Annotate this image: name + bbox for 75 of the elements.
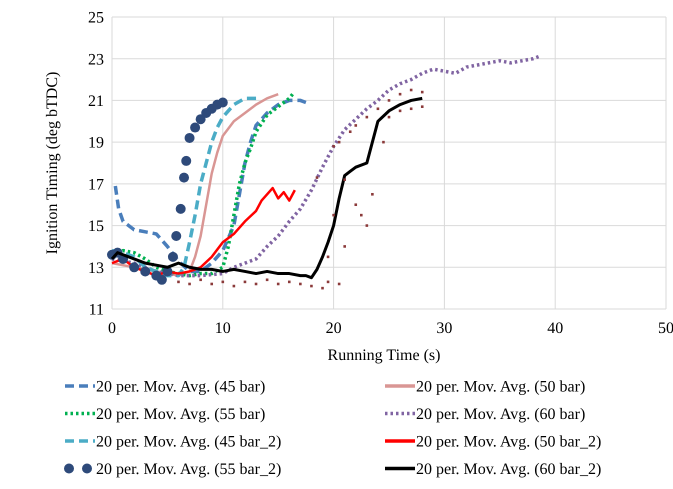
point bbox=[398, 110, 402, 112]
y-tick-label: 23 bbox=[88, 51, 104, 68]
point bbox=[338, 140, 340, 144]
point bbox=[299, 282, 302, 286]
x-axis-title: Running Time (s) bbox=[328, 347, 440, 364]
legend-label: 20 per. Mov. Avg. (55 bar) bbox=[96, 406, 266, 424]
x-tick-label: 30 bbox=[436, 320, 452, 337]
point bbox=[410, 107, 412, 110]
point bbox=[398, 92, 402, 96]
legend-label: 20 per. Mov. Avg. (60 bar) bbox=[416, 406, 586, 424]
point bbox=[354, 203, 358, 206]
point bbox=[190, 122, 200, 133]
point bbox=[218, 98, 228, 108]
point bbox=[332, 145, 335, 148]
y-tick-label: 11 bbox=[88, 302, 104, 319]
point bbox=[366, 116, 368, 118]
legend-label: 20 per. Mov. Avg. (60 bar_2) bbox=[416, 461, 602, 478]
point bbox=[420, 90, 424, 94]
x-tick-label: 20 bbox=[326, 320, 342, 337]
point bbox=[371, 192, 374, 196]
x-tick-label: 40 bbox=[547, 320, 564, 337]
point bbox=[184, 132, 195, 143]
point bbox=[188, 282, 191, 286]
point bbox=[388, 116, 390, 118]
point bbox=[360, 214, 363, 216]
point bbox=[382, 140, 385, 144]
y-tick-label: 21 bbox=[88, 93, 104, 110]
point bbox=[181, 156, 192, 166]
point bbox=[254, 282, 258, 286]
point bbox=[348, 130, 352, 134]
point bbox=[420, 105, 424, 108]
y-tick-label: 19 bbox=[88, 134, 104, 152]
point bbox=[316, 176, 318, 179]
point bbox=[410, 88, 412, 92]
point bbox=[326, 256, 330, 258]
point bbox=[310, 284, 313, 288]
point bbox=[179, 172, 190, 183]
legend-label: 20 per. Mov. Avg. (45 bar_2) bbox=[96, 434, 282, 451]
point bbox=[366, 224, 368, 227]
point bbox=[321, 286, 324, 290]
legend-label: 20 per. Mov. Avg. (45 bar) bbox=[96, 378, 266, 396]
point bbox=[171, 231, 182, 241]
point bbox=[129, 262, 140, 272]
point bbox=[288, 280, 291, 284]
point bbox=[354, 124, 358, 127]
legend-label: 20 per. Mov. Avg. (50 bar) bbox=[416, 378, 586, 396]
y-axis-title: Ignition Timing (deg bTDC) bbox=[44, 72, 61, 254]
point bbox=[176, 204, 186, 214]
legend-label: 20 per. Mov. Avg. (55 bar_2) bbox=[96, 461, 282, 478]
legend-label: 20 per. Mov. Avg. (50 bar_2) bbox=[416, 434, 602, 451]
point bbox=[140, 266, 150, 276]
point bbox=[168, 252, 178, 262]
x-tick-label: 10 bbox=[214, 320, 231, 337]
point bbox=[343, 245, 346, 248]
point bbox=[326, 280, 330, 284]
x-tick-label: 0 bbox=[108, 320, 116, 337]
point bbox=[177, 280, 180, 284]
point bbox=[222, 280, 224, 284]
y-tick-label: 15 bbox=[88, 218, 104, 236]
point bbox=[232, 284, 236, 288]
point bbox=[276, 282, 280, 286]
point bbox=[388, 99, 390, 102]
point bbox=[210, 282, 214, 286]
point bbox=[196, 114, 206, 124]
y-tick-label: 13 bbox=[88, 260, 104, 277]
point bbox=[244, 280, 246, 284]
point bbox=[266, 278, 268, 282]
point bbox=[199, 278, 202, 282]
point bbox=[338, 282, 340, 286]
point bbox=[156, 274, 167, 285]
point bbox=[376, 107, 380, 110]
point bbox=[343, 178, 346, 181]
y-tick-label: 17 bbox=[88, 176, 104, 194]
point bbox=[332, 214, 335, 216]
y-tick-label: 25 bbox=[88, 10, 104, 27]
